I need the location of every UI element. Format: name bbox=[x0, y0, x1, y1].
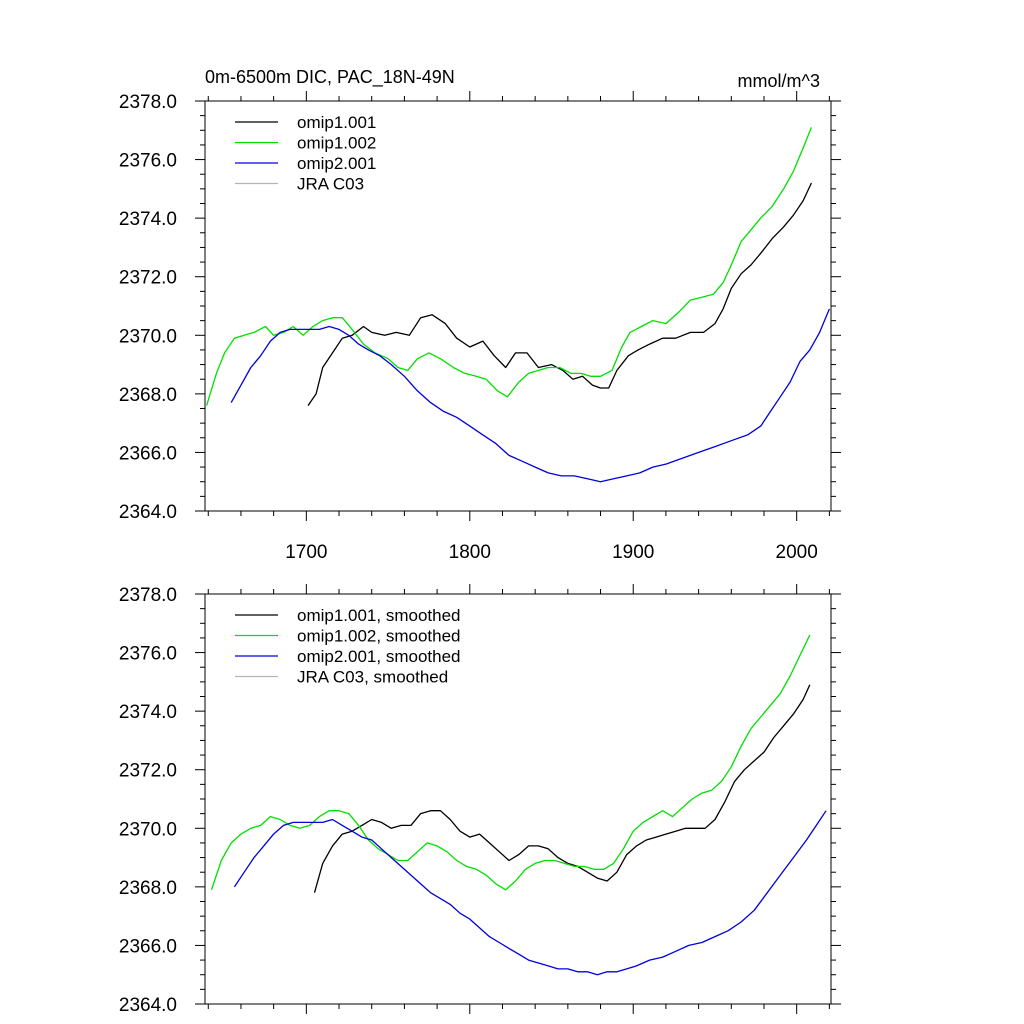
legend-label: omip2.001, smoothed bbox=[297, 647, 461, 666]
y-tick-label: 2364.0 bbox=[119, 995, 177, 1016]
y-tick-label: 2366.0 bbox=[119, 443, 177, 464]
legend: omip1.001, smoothed omip1.002, smoothedom… bbox=[235, 606, 461, 687]
bottom-panel: 2364.0 2366.0 2368.0 2370.0 2372.0 2374.0 2376… bbox=[119, 584, 841, 1016]
x-tick-label: 1900 bbox=[612, 542, 654, 563]
series-line-omip2-001 bbox=[230, 308, 830, 483]
y-tick-label: 2372.0 bbox=[119, 268, 177, 289]
legend-label: JRA C03 bbox=[297, 175, 364, 194]
y-tick-label: 2366.0 bbox=[119, 936, 177, 957]
series-line-omip1-001 bbox=[307, 182, 812, 406]
y-tick-label: 2370.0 bbox=[119, 326, 177, 347]
legend-label: omip1.001 bbox=[297, 113, 376, 132]
y-tick-label: 2374.0 bbox=[119, 702, 177, 723]
legend-label: omip1.002, smoothed bbox=[297, 627, 461, 646]
units-label: mmol/m^3 bbox=[738, 71, 820, 91]
y-tick-label: 2370.0 bbox=[119, 819, 177, 840]
y-tick-label: 2364.0 bbox=[119, 502, 177, 523]
legend-label: omip1.001, smoothed bbox=[297, 606, 461, 625]
legend-label: JRA C03, smoothed bbox=[297, 668, 448, 687]
x-tick-label: 2000 bbox=[776, 542, 818, 563]
y-tick-label: 2378.0 bbox=[119, 585, 177, 606]
y-tick-label: 2376.0 bbox=[119, 151, 177, 172]
chart-title: 0m-6500m DIC, PAC_18N-49N bbox=[205, 67, 455, 88]
series-group bbox=[210, 634, 827, 976]
y-tick-label: 2374.0 bbox=[119, 209, 177, 230]
series-line-omip1-001-smoothed bbox=[313, 684, 811, 893]
axis-ticks: 1700 1800 1900 2000 2364.0 2366.0 2368.0 2370.0… bbox=[119, 91, 841, 563]
series-group bbox=[205, 127, 830, 483]
y-tick-label: 2368.0 bbox=[119, 385, 177, 406]
y-tick-label: 2368.0 bbox=[119, 878, 177, 899]
axis-ticks: 2364.0 2366.0 2368.0 2370.0 2372.0 2374.0 2376… bbox=[119, 584, 841, 1016]
x-tick-label: 1700 bbox=[285, 542, 327, 563]
series-line-omip2-001-smoothed bbox=[233, 810, 827, 976]
series-line-omip1-002-smoothed bbox=[210, 634, 811, 891]
y-tick-label: 2376.0 bbox=[119, 644, 177, 665]
legend-label: omip1.002 bbox=[297, 134, 376, 153]
top-panel: 0m-6500m DIC, PAC_18N-49N mmol/m^3 1700 1… bbox=[119, 67, 841, 563]
y-tick-label: 2378.0 bbox=[119, 92, 177, 113]
y-tick-label: 2372.0 bbox=[119, 761, 177, 782]
x-tick-label: 1800 bbox=[449, 542, 491, 563]
legend-label: omip2.001 bbox=[297, 154, 376, 173]
series-line-omip1-002 bbox=[205, 127, 813, 406]
